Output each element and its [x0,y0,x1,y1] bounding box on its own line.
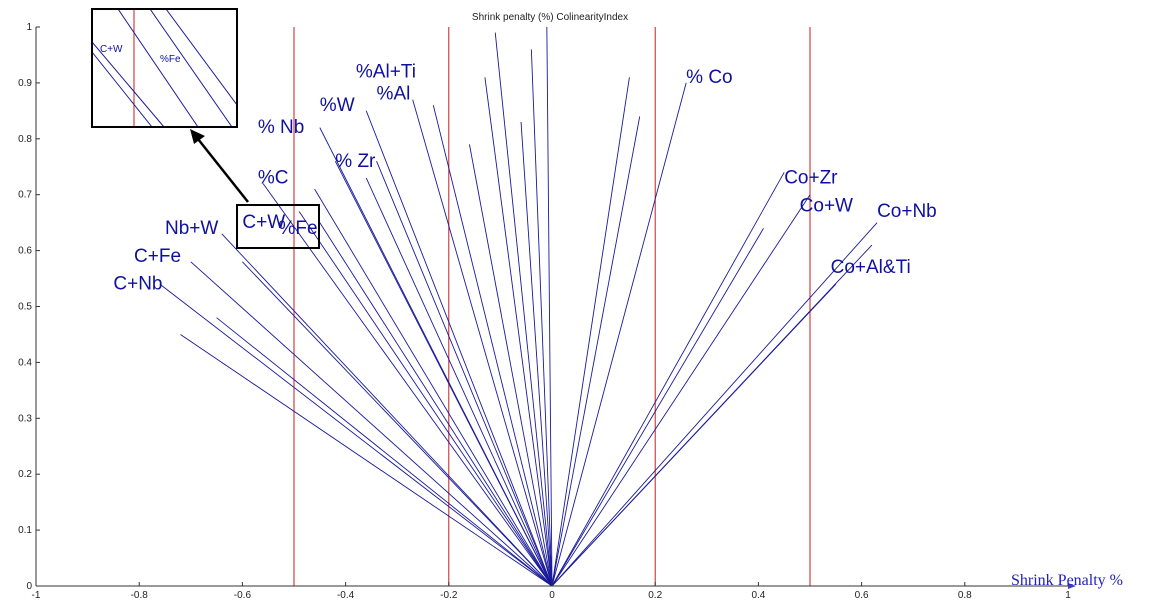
vector-line-11 [319,127,553,587]
inset-line-2 [92,51,153,127]
vector-line-22 [546,26,553,587]
y-tick-label-3: 0.3 [18,413,32,424]
vector-label-14: Co+Nb [877,201,937,222]
vector-label-3: C+W [242,212,285,233]
y-tick-label-0: 0 [26,581,32,592]
y-tick-label-5: 0.5 [18,302,32,313]
vector-line-4 [216,317,553,587]
vector-line-7 [298,211,553,587]
vector-line-25 [551,82,687,587]
y-tick-label-2: 0.2 [18,469,32,480]
y-tick-group: 0 0.1 0.2 0.3 0.4 0.5 0.6 0.7 0.8 0.9 1 [18,22,40,592]
y-tick-label-8: 0.8 [18,134,32,145]
vector-line-2 [221,233,553,587]
vector-line-19 [494,32,553,587]
vector-line-31 [551,283,837,587]
vector-label-8: %W [320,95,355,116]
vector-line-21 [520,122,553,587]
vector-label-5: %C [258,168,289,189]
vector-line-23 [551,77,630,587]
zoom-pointer-arrowhead [190,129,205,144]
y-tick-label-6: 0.6 [18,246,32,257]
vector-line-1 [190,261,553,587]
x-tick-label-3: -0.4 [337,590,355,601]
inset-line-5 [165,9,237,106]
inset-line-1 [92,41,165,127]
x-tick-label-5: 0 [549,590,555,601]
vector-line-18 [484,77,553,587]
vector-line-28 [551,194,811,587]
vector-label-1: C+Fe [134,246,181,267]
vector-label-4: %Fe [279,218,318,239]
vector-label-2: Nb+W [165,218,218,239]
vector-label-15: Co+Al&Ti [831,257,911,278]
highlight-box [236,204,320,249]
x-axis-arrowhead [1068,583,1076,589]
inset-label-fe: %Fe [160,54,181,65]
zoom-pointer-line [197,138,249,203]
x-tick-group: -1 -0.8 -0.6 -0.4 -0.2 0 0.2 0.4 0.6 0.8 1 [32,582,1071,601]
x-tick-label-0: -1 [32,590,41,601]
vector-label-12: Co+Zr [784,168,838,189]
vector-line-13 [376,160,553,587]
y-tick-label-7: 0.7 [18,190,32,201]
vector-line-3 [242,261,553,587]
y-tick-label-10: 1 [26,22,32,33]
chart-title: Shrink penalty (%) ColinearityIndex [472,12,628,23]
vector-label-0: C+Nb [113,274,162,295]
vector-line-15 [412,99,553,587]
vector-line-14 [365,110,553,587]
inset-panel: C+W %Fe [91,8,238,128]
vector-line-20 [530,49,553,587]
vector-lines [159,26,878,587]
vector-line-16 [432,105,553,587]
vector-line-17 [468,144,553,587]
vector-label-10: %Al+Ti [356,61,416,82]
x-tick-label-1: -0.8 [131,590,149,601]
vector-line-5 [180,334,553,587]
inset-line-3 [117,9,199,127]
vector-line-12 [365,177,553,587]
vector-line-24 [551,116,641,587]
inset-label-c-w: C+W [100,44,123,55]
inset-frame [91,8,238,128]
y-tick-label-1: 0.1 [18,525,32,536]
vector-label-6: % Nb [258,117,304,138]
vector-line-6 [262,183,553,587]
vector-label-11: % Co [686,67,732,88]
x-tick-label-6: 0.2 [648,590,662,601]
inset-lines [92,9,237,127]
vector-labels: C+Nb C+Fe Nb+W C+W%Fe %C % Nb % Zr %W %Al%Al+Ti%… [113,61,936,294]
x-tick-label-7: 0.4 [751,590,765,601]
x-tick-label-9: 0.8 [958,590,972,601]
inset-background [92,9,237,127]
vector-line-9 [319,222,553,587]
vector-label-7: % Zr [335,151,376,172]
vector-label-9: %Al [377,84,411,105]
vector-label-13: Co+W [800,195,853,216]
y-tick-label-9: 0.9 [18,78,32,89]
y-tick-label-4: 0.4 [18,357,32,368]
x-tick-label-4: -0.2 [440,590,458,601]
vector-line-26 [551,172,785,587]
vector-line-8 [314,188,553,587]
vector-line-0 [159,283,553,587]
x-tick-label-10: 1 [1065,590,1071,601]
inset-line-4 [149,9,233,127]
vector-line-29 [551,222,878,587]
x-tick-label-2: -0.6 [234,590,252,601]
x-axis-title: Shrink Penalty % [1011,572,1123,589]
x-tick-label-8: 0.6 [855,590,869,601]
reference-lines [293,27,811,586]
zoom-highlight [190,129,320,249]
vector-line-27 [551,228,764,587]
